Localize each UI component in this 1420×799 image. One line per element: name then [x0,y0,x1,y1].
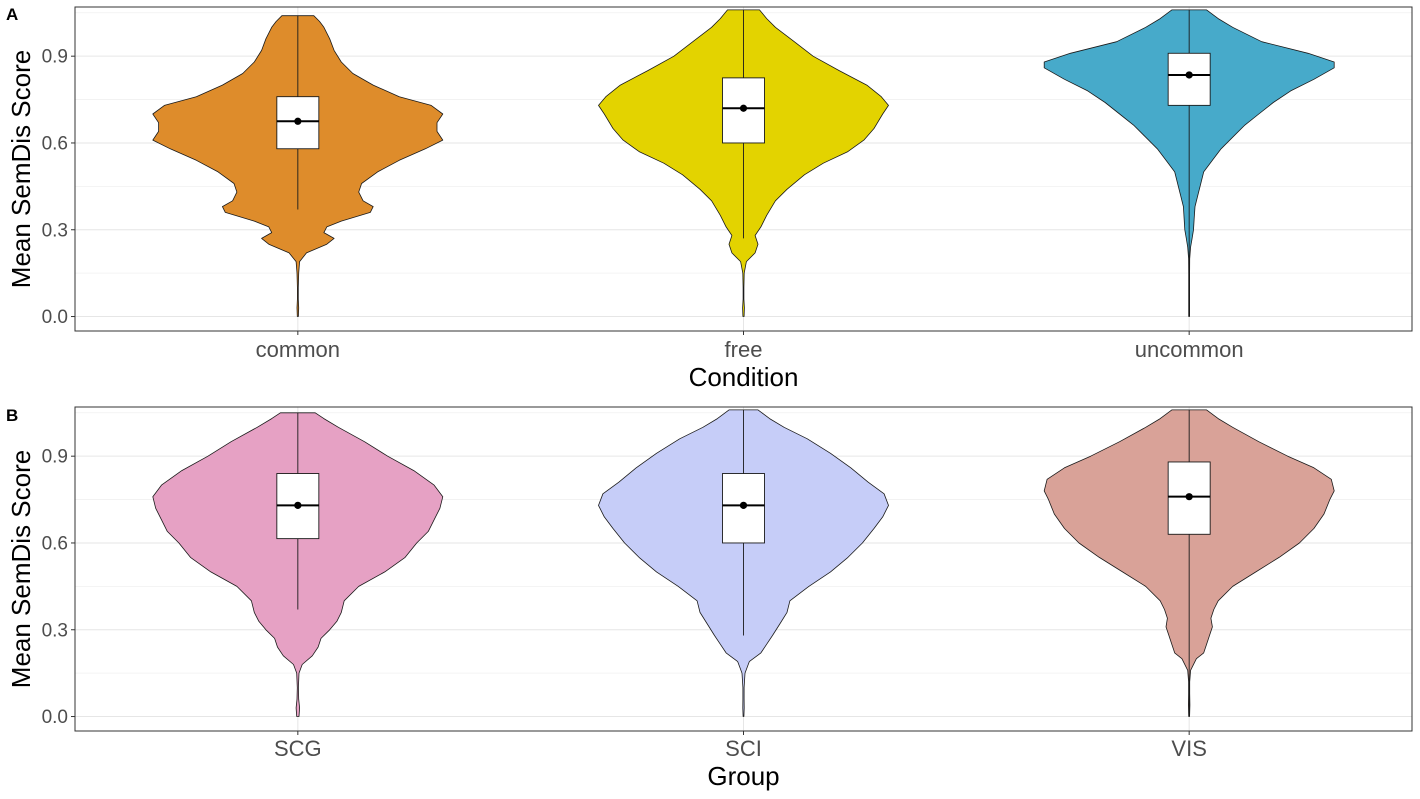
y-tick-label: 0.3 [42,620,68,641]
x-tick-label: SCI [725,736,762,761]
chart-panel-a: 0.0 0.3 0.6 0.9 common free uncommon Condition M… [6,5,1413,392]
x-tick-label: uncommon [1135,337,1244,362]
mean-point-sci [739,501,748,509]
y-axis-title: Mean SemDis Score [6,50,36,288]
box-uncommon [1167,52,1211,106]
y-tick-label: 0.9 [42,47,68,68]
mean-point-uncommon [1185,71,1193,79]
mean-point-free [739,104,748,112]
y-tick-label: 0.6 [42,133,68,154]
y-tick-label: 0.0 [42,307,68,328]
y-tick-label: 0.3 [42,220,68,241]
x-tick-label: SCG [274,736,322,761]
chart-panel-b: 0.0 0.3 0.6 0.9 SCG SCI VIS Group Mean SemDis Sc… [6,406,1413,791]
mean-point-scg [294,501,302,509]
x-axis-title: Group [707,761,779,791]
y-tick-label: 0.9 [42,447,68,468]
panel-label: A [6,5,18,24]
y-tick-label: 0.6 [42,533,68,554]
panel-label: B [6,406,18,425]
y-tick-label: 0.0 [42,707,68,728]
x-tick-label: common [256,337,340,362]
mean-point-vis [1185,493,1193,501]
x-axis-title: Condition [689,362,799,392]
mean-point-common [294,117,302,125]
x-tick-label: free [725,337,763,362]
y-axis-title: Mean SemDis Score [6,450,36,688]
x-tick-label: VIS [1171,736,1206,761]
